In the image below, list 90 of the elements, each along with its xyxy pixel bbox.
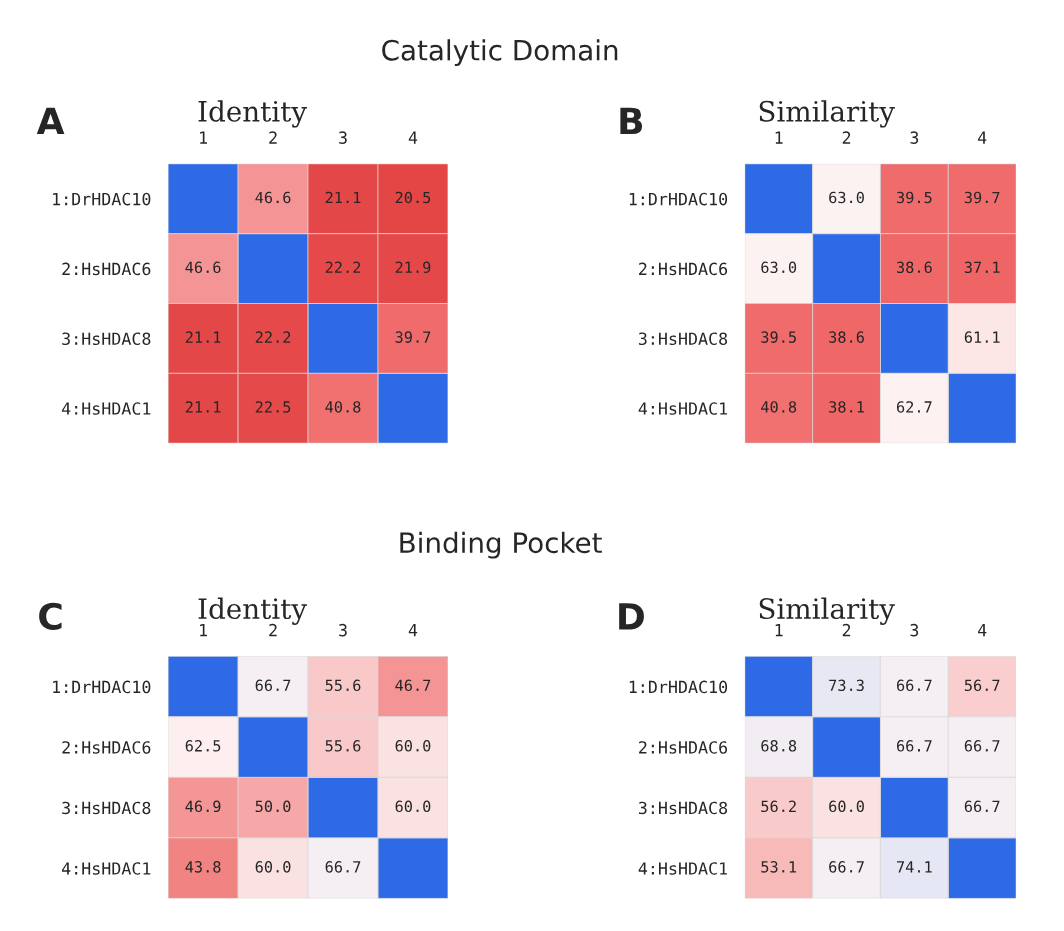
y-tick-label: 3:HsHDAC8 [62,332,151,346]
x-tick-label: 4 [978,624,987,637]
y-tick-label: 1:DrHDAC10 [53,192,151,206]
x-tick-label: 3 [910,131,919,144]
data-label: 37.1 [964,261,1000,274]
data-label: 21.1 [185,401,221,413]
y-tick-label: 2:HsHDAC6 [639,741,728,754]
data-label: 66.7 [964,740,1000,752]
data-label: 46.7 [395,679,431,692]
x-tick-label: 2 [842,623,851,637]
x-tick-label: 4 [408,131,418,144]
y-tick-label: 3:HsHDAC8 [638,801,728,815]
y-tick-label: 1:DrHDAC10 [629,192,728,206]
x-tick-label: 2 [269,131,277,144]
x-tick-label: 1 [775,624,783,637]
data-label: 22.2 [325,261,361,273]
text: D [619,603,644,630]
chart-title: Similarity [759,597,895,625]
data-label: 56.7 [964,679,1000,692]
data-label: 39.7 [964,191,1000,204]
data-label: 46.6 [255,191,291,204]
data-label: 62.5 [185,740,221,752]
y-tick-label: 4:HsHDAC1 [61,862,151,875]
data-label: 55.6 [325,740,361,752]
y-tick-label: 1:DrHDAC10 [53,680,151,694]
data-label: 60.0 [255,861,291,873]
data-label: 46.6 [185,261,221,274]
data-label: 53.1 [761,861,797,873]
data-label: 21.1 [185,331,221,343]
y-tick-label: 4:HsHDAC1 [638,862,728,875]
data-label: 66.7 [896,740,932,752]
data-label: 38.6 [829,331,864,343]
chart-title: Identity [198,100,307,128]
x-tick-label: 1 [200,131,207,144]
data-label: 66.7 [829,861,864,873]
data-label: 20.5 [395,191,431,204]
x-tick-label: 2 [269,623,277,637]
x-tick-label: 1 [200,624,207,637]
data-label: 40.8 [325,401,361,413]
data-label: 66.7 [255,679,291,692]
chart-subtitle: Binding Pocket [400,531,602,559]
y-tick-label: 2:HsHDAC6 [62,741,151,754]
data-label: 68.8 [761,740,797,752]
y-tick-label: 2:HsHDAC6 [62,262,151,276]
data-label: 62.7 [896,401,932,413]
y-tick-label: 4:HsHDAC1 [61,402,151,415]
x-tick-label: 4 [408,624,418,637]
data-label: 21.1 [325,191,361,204]
y-tick-label: 2:HsHDAC6 [639,262,728,276]
data-label: 63.0 [829,191,864,204]
data-label: 66.7 [325,861,361,873]
data-label: 39.5 [897,191,932,204]
data-label: 38.6 [897,261,932,274]
text: B [620,107,643,134]
data-label: 46.9 [185,800,221,813]
data-label: 22.5 [255,401,291,413]
chart-title: Identity [198,597,307,625]
data-label: 50.0 [255,800,291,813]
data-label: 74.1 [897,861,932,873]
x-tick-label: 3 [910,623,919,637]
y-tick-label: 1:DrHDAC10 [629,680,728,694]
text: C [39,602,62,630]
x-tick-label: 3 [339,131,347,144]
x-tick-label: 3 [339,623,347,637]
y-tick-label: 4:HsHDAC1 [638,402,728,415]
x-tick-label: 1 [775,131,783,144]
data-label: 56.2 [761,800,796,813]
x-tick-label: 4 [978,131,987,144]
data-label: 61.1 [964,331,1000,343]
x-tick-label: 2 [842,131,851,144]
data-label: 39.5 [761,331,796,343]
data-label: 38.1 [829,401,864,413]
y-tick-label: 3:HsHDAC8 [638,332,728,346]
chart-title: Similarity [759,100,895,128]
data-label: 39.7 [395,331,431,343]
data-label: 43.8 [185,861,221,873]
data-label: 60.0 [395,800,431,813]
data-label: 66.7 [896,679,932,692]
data-label: 21.9 [395,261,431,274]
data-label: 60.0 [829,800,864,813]
text: A [36,107,65,134]
data-label: 60.0 [395,740,431,752]
data-label: 73.3 [829,679,864,692]
data-label: 55.6 [325,679,361,692]
data-label: 22.2 [255,331,291,343]
y-tick-label: 3:HsHDAC8 [62,801,151,815]
data-label: 63.0 [761,261,797,274]
data-label: 40.8 [761,401,797,413]
data-label: 66.7 [964,800,1000,813]
chart-subtitle: Catalytic Domain [382,39,618,67]
